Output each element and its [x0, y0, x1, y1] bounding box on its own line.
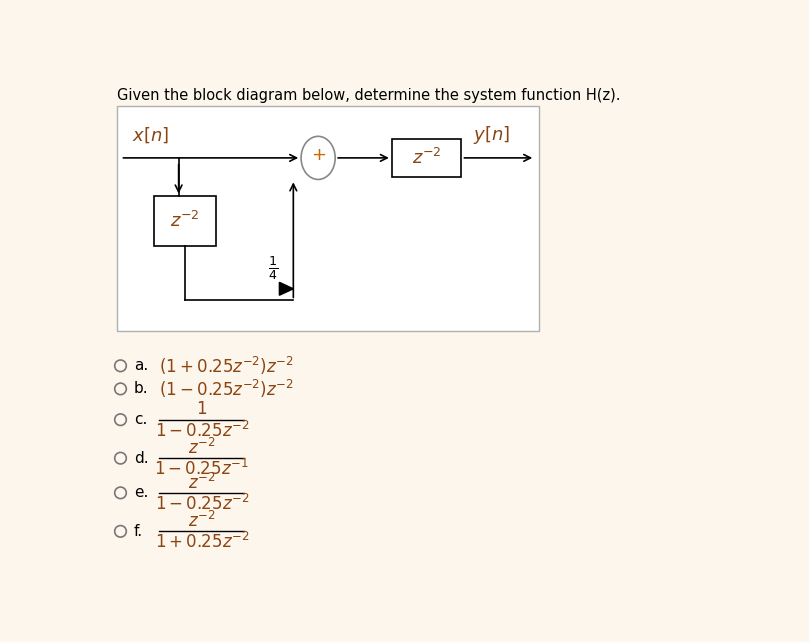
Text: $y[n]$: $y[n]$ — [473, 124, 510, 146]
Text: $\frac{1}{4}$: $\frac{1}{4}$ — [268, 254, 278, 282]
Circle shape — [115, 487, 126, 499]
Text: $z^{-2}$: $z^{-2}$ — [188, 511, 216, 532]
Circle shape — [115, 414, 126, 426]
FancyBboxPatch shape — [116, 107, 539, 331]
Text: b.: b. — [133, 381, 148, 396]
Text: $+$: $+$ — [311, 146, 326, 164]
Ellipse shape — [301, 136, 335, 180]
Text: $1 + 0.25z^{-2}$: $1 + 0.25z^{-2}$ — [155, 532, 249, 552]
FancyBboxPatch shape — [154, 196, 216, 247]
Text: $x[n]$: $x[n]$ — [132, 125, 169, 144]
Circle shape — [115, 383, 126, 395]
Text: Given the block diagram below, determine the system function H(z).: Given the block diagram below, determine… — [116, 88, 621, 103]
Text: $z^{-2}$: $z^{-2}$ — [188, 473, 216, 493]
Text: $1 - 0.25z^{-1}$: $1 - 0.25z^{-1}$ — [155, 459, 249, 479]
Circle shape — [115, 360, 126, 372]
Text: f.: f. — [133, 524, 143, 539]
Text: $1$: $1$ — [197, 401, 207, 418]
Text: d.: d. — [133, 451, 148, 465]
Text: $(1 + 0.25z^{-2})z^{-2}$: $(1 + 0.25z^{-2})z^{-2}$ — [159, 355, 294, 377]
Text: c.: c. — [133, 412, 147, 427]
Text: $(1 - 0.25z^{-2})z^{-2}$: $(1 - 0.25z^{-2})z^{-2}$ — [159, 378, 294, 400]
FancyBboxPatch shape — [392, 139, 461, 177]
Text: e.: e. — [133, 485, 148, 500]
Text: $1 - 0.25z^{-2}$: $1 - 0.25z^{-2}$ — [155, 421, 249, 440]
Text: $z^{-2}$: $z^{-2}$ — [412, 148, 442, 168]
Text: a.: a. — [133, 358, 148, 373]
Polygon shape — [279, 282, 294, 295]
Circle shape — [115, 526, 126, 537]
Text: $1 - 0.25z^{-2}$: $1 - 0.25z^{-2}$ — [155, 494, 249, 514]
Text: $z^{-2}$: $z^{-2}$ — [188, 438, 216, 458]
Text: $z^{-2}$: $z^{-2}$ — [170, 211, 200, 232]
Circle shape — [115, 453, 126, 464]
